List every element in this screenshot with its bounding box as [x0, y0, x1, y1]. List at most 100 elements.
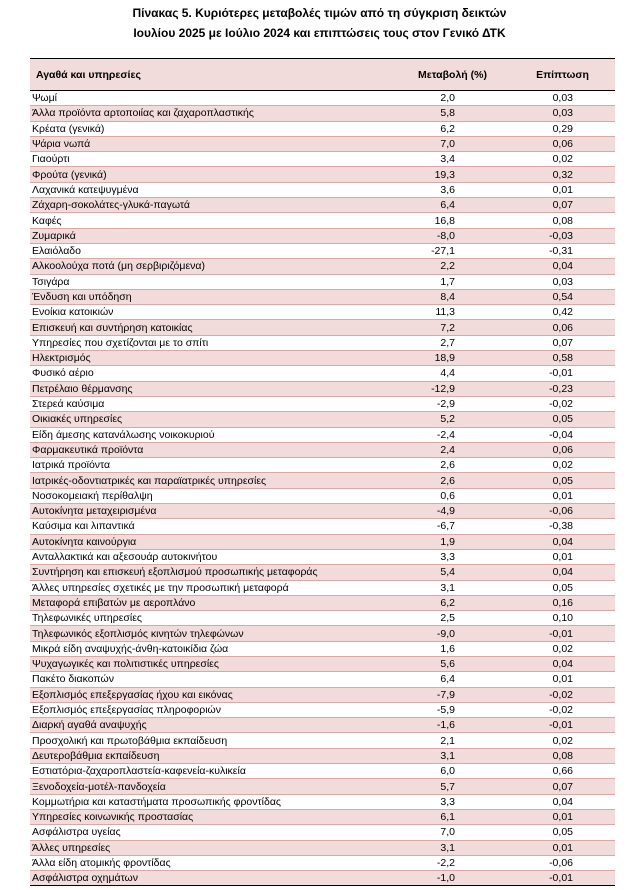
change: 5,2 — [395, 411, 510, 428]
table-row: Άλλες υπηρεσίες 3,1 0,01 — [30, 840, 615, 856]
change: 2,6 — [395, 472, 510, 489]
impact: 0,03 — [510, 274, 615, 290]
change: 6,2 — [395, 595, 510, 612]
column-header: Αγαθά και υπηρεσίες — [30, 58, 395, 91]
item-name: Εξοπλισμός επεξεργασίας πληροφοριών — [30, 702, 395, 719]
change: 5,7 — [395, 778, 510, 795]
change: 6,0 — [395, 763, 510, 780]
item-name: Μικρά είδη αναψυχής-άνθη-κατοικίδια ζώα — [30, 641, 395, 657]
item-name: Κρέατα (γενικά) — [30, 121, 395, 137]
item-name: Γιαούρτι — [30, 151, 395, 168]
change: 6,2 — [395, 121, 510, 137]
impact: 0,04 — [510, 564, 615, 581]
item-name: Ασφάλιστρα υγείας — [30, 824, 395, 841]
table-row: Νοσοκομειακή περίθαλψη 0,6 0,01 — [30, 488, 615, 505]
table-row: Πετρέλαιο θέρμανσης -12,9 -0,23 — [30, 381, 615, 397]
table-row: Προσχολική και πρωτοβάθμια εκπαίδευση 2,1… — [30, 732, 615, 749]
change: -5,9 — [395, 702, 510, 719]
table-row: Ελαιόλαδο -27,1 -0,31 — [30, 243, 615, 260]
change: 6,4 — [395, 197, 510, 214]
change: -27,1 — [395, 243, 510, 260]
item-name: Προσχολική και πρωτοβάθμια εκπαίδευση — [30, 732, 395, 749]
impact: -0,31 — [510, 243, 615, 260]
change: -4,9 — [395, 503, 510, 520]
table-row: Κρέατα (γενικά) 6,2 0,29 — [30, 121, 615, 137]
impact: 0,06 — [510, 319, 615, 336]
column-header: Μεταβολή (%) — [395, 58, 510, 91]
table-row: Συντήρηση και επισκευή εξοπλισμού προσωπ… — [30, 564, 615, 581]
impact: -0,38 — [510, 518, 615, 535]
impact: 0,03 — [510, 105, 615, 122]
change: 3,1 — [395, 840, 510, 856]
impact: 0,07 — [510, 197, 615, 214]
change: 18,9 — [395, 350, 510, 367]
change: 3,1 — [395, 748, 510, 765]
change: 7,0 — [395, 136, 510, 153]
change: 6,4 — [395, 671, 510, 688]
impact: -0,01 — [510, 870, 615, 887]
impact: -0,02 — [510, 687, 615, 703]
impact: 0,01 — [510, 840, 615, 856]
item-name: Άλλα είδη ατομικής φροντίδας — [30, 855, 395, 872]
table-row: Γιαούρτι 3,4 0,02 — [30, 151, 615, 168]
item-name: Ψυχαγωγικές και πολιτιστικές υπηρεσίες — [30, 656, 395, 673]
table-row: Υπηρεσίες που σχετίζονται με το σπίτι 2,7… — [30, 335, 615, 352]
change: 3,1 — [395, 580, 510, 596]
item-name: Δευτεροβάθμια εκπαίδευση — [30, 748, 395, 765]
impact: 0,05 — [510, 411, 615, 428]
table-row: Είδη άμεσης κατανάλωσης νοικοκυριού -2,4-… — [30, 427, 615, 443]
table-row: Εστιατόρια-ζαχαροπλαστεία-καφενεία-κυλικ… — [30, 763, 615, 780]
title: Ιουλίου 2025 με Ιούλιο 2024 και επιπτώσε… — [133, 26, 506, 40]
item-name: Ζυμαρικά — [30, 228, 395, 244]
item-name: Αλκοολούχα ποτά (μη σερβιριζόμενα) — [30, 258, 395, 275]
table-row: Ξενοδοχεία-μοτέλ-πανδοχεία 5,7 0,07 — [30, 778, 615, 795]
item-name: Άλλες υπηρεσίες — [30, 840, 395, 856]
item-name: Εστιατόρια-ζαχαροπλαστεία-καφενεία-κυλικ… — [30, 763, 395, 780]
table-row: Αυτοκίνητα καινούργια 1,9 0,04 — [30, 534, 615, 550]
item-name: Φρούτα (γενικά) — [30, 166, 395, 183]
item-name: Αυτοκίνητα μεταχειρισμένα — [30, 503, 395, 520]
table-row: Ενοίκια κατοικιών 11,3 0,42 — [30, 304, 615, 321]
impact: -0,04 — [510, 427, 615, 443]
table-row: Στερεά καύσιμα -2,9 -0,02 — [30, 396, 615, 413]
change: 2,6 — [395, 457, 510, 474]
table-row: Ανταλλακτικά και αξεσουάρ αυτοκινήτου 3,3… — [30, 549, 615, 566]
change: 11,3 — [395, 304, 510, 321]
impact: 0,04 — [510, 258, 615, 275]
change: 3,3 — [395, 549, 510, 566]
change: 3,6 — [395, 182, 510, 199]
table-row: Μικρά είδη αναψυχής-άνθη-κατοικίδια ζώα 1… — [30, 641, 615, 657]
item-name: Επισκευή και συντήρηση κατοικίας — [30, 319, 395, 336]
item-name: Νοσοκομειακή περίθαλψη — [30, 488, 395, 505]
table-row: Υπηρεσίες κοινωνικής προστασίας 6,1 0,01 — [30, 809, 615, 826]
impact: 0,03 — [510, 90, 615, 107]
impact: 0,16 — [510, 595, 615, 612]
table-row: Άλλα είδη ατομικής φροντίδας -2,2 -0,06 — [30, 855, 615, 872]
item-name: Εξοπλισμός επεξεργασίας ήχου και εικόνας — [30, 687, 395, 703]
item-name: Τηλεφωνικός εξοπλισμός κινητών τηλεφώνων — [30, 625, 395, 642]
item-name: Υπηρεσίες που σχετίζονται με το σπίτι — [30, 335, 395, 352]
impact: 0,07 — [510, 778, 615, 795]
column-header: Επίπτωση — [510, 58, 615, 91]
table-row: Ένδυση και υπόδηση 8,4 0,54 — [30, 289, 615, 306]
table-row: Κομμωτήρια και καταστήματα προσωπικής φρ… — [30, 794, 615, 810]
impact: 0,32 — [510, 166, 615, 183]
impact: -0,03 — [510, 228, 615, 244]
table-row: Ζυμαρικά -8,0 -0,03 — [30, 228, 615, 244]
table-row: Λαχανικά κατεψυγμένα 3,6 0,01 — [30, 182, 615, 199]
table-row: Εξοπλισμός επεξεργασίας πληροφοριών -5,9-… — [30, 702, 615, 719]
item-name: Ένδυση και υπόδηση — [30, 289, 395, 306]
impact: 0,08 — [510, 212, 615, 229]
change: -9,0 — [395, 625, 510, 642]
item-name: Ιατρικές-οδοντιατρικές και παραϊατρικές … — [30, 472, 395, 489]
impact: -0,02 — [510, 702, 615, 719]
impact: 0,10 — [510, 610, 615, 627]
table-row: Διαρκή αγαθά αναψυχής -1,6 -0,01 — [30, 717, 615, 734]
item-name: Είδη άμεσης κατανάλωσης νοικοκυριού — [30, 427, 395, 443]
table-row: Φαρμακευτικά προϊόντα 2,4 0,06 — [30, 442, 615, 459]
price-table: Αγαθά και υπηρεσίες Μεταβολή (%) Επίπτωσ… — [30, 58, 615, 887]
impact: 0,04 — [510, 534, 615, 550]
item-name: Φυσικό αέριο — [30, 365, 395, 382]
impact: -0,23 — [510, 381, 615, 397]
table-row: Φρούτα (γενικά) 19,3 0,32 — [30, 166, 615, 183]
